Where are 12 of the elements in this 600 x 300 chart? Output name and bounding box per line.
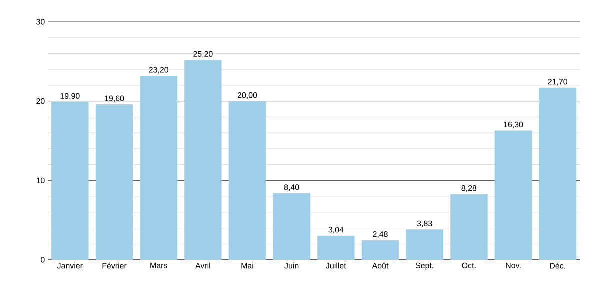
bar [539, 88, 576, 260]
bar [140, 76, 178, 260]
bar [406, 230, 444, 260]
bar [273, 193, 310, 260]
bar [228, 101, 266, 260]
bar [450, 194, 488, 260]
bar [184, 60, 222, 260]
bar [318, 236, 355, 260]
bar [52, 102, 89, 260]
bar [96, 104, 134, 260]
bar [494, 130, 532, 260]
bar [362, 240, 400, 260]
